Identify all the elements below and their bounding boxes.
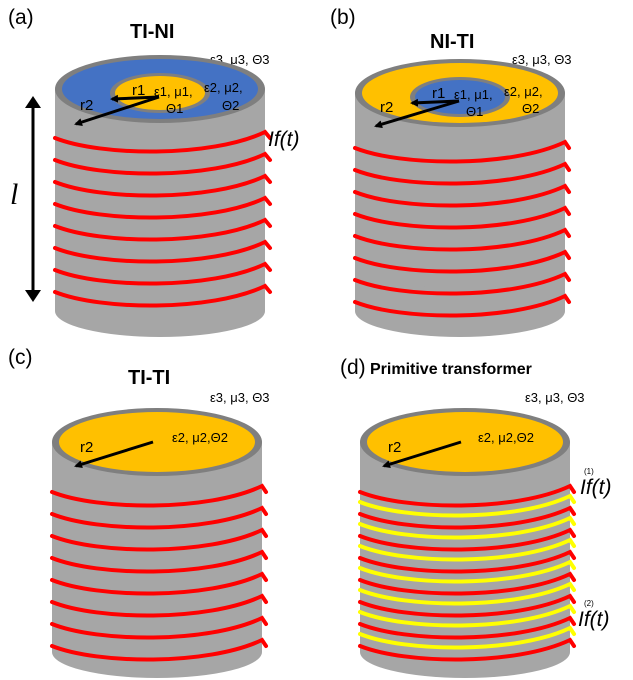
r2-arrow	[382, 440, 462, 469]
coil-turn	[353, 271, 571, 296]
panel-b-label: (b)	[330, 6, 356, 29]
r1-label: r1	[132, 82, 145, 99]
r1-arrow	[410, 98, 460, 107]
region-1-params-line2: Θ1	[466, 104, 483, 119]
coil-turn	[53, 151, 272, 176]
r2-label: r2	[388, 439, 401, 456]
coil-turn	[353, 293, 571, 318]
r2-label: r2	[380, 99, 393, 116]
region-2-params-line1: ε2, μ2,	[204, 80, 243, 95]
coil-turn	[353, 161, 571, 186]
panel-d-label: (d)	[340, 356, 366, 379]
region-2-params-line1: ε2, μ2,	[504, 84, 543, 99]
region-2-params-line2: Θ2	[522, 101, 539, 116]
panel-d-outer-params: ε3, μ3, Θ3	[525, 390, 585, 405]
region-1-params-line1: ε1, μ1,	[454, 87, 493, 102]
primary-coil-turn	[358, 637, 576, 662]
region-2-params: ε2, μ2,Θ2	[478, 430, 534, 445]
coil-turn	[50, 615, 268, 640]
secondary-coil-turn	[358, 603, 576, 628]
coil-turn	[50, 571, 268, 596]
coil-turn	[50, 637, 268, 662]
region-2-params: ε2, μ2,Θ2	[172, 430, 228, 445]
panel-c-coil	[50, 483, 268, 662]
coil-turn	[53, 129, 272, 154]
coil-turn	[353, 139, 571, 164]
coil-turn	[353, 183, 571, 208]
coil-turn	[53, 261, 272, 286]
r1-label: r1	[432, 85, 445, 102]
secondary-coil-turn	[358, 581, 576, 606]
current-1-label: If(t)	[580, 476, 612, 499]
r1-arrow	[110, 94, 160, 103]
cylinder-bottom	[52, 626, 262, 678]
coil-turn	[353, 227, 571, 252]
region-1-params-line2: Θ1	[166, 101, 183, 116]
coil-turn	[50, 483, 268, 508]
cylinder-bottom	[360, 626, 570, 678]
current-label: If(t)	[268, 128, 300, 151]
panel-a: (a) TI-NI ε3, μ3, Θ3 r2 r1 ε1, μ1, Θ1 ε2	[8, 6, 300, 337]
panel-a-title: TI-NI	[130, 21, 174, 43]
primary-coil-turn	[358, 505, 576, 530]
region-1-params-line1: ε1, μ1,	[154, 84, 193, 99]
cylinder-bottom	[55, 285, 265, 337]
coil-turn	[50, 527, 268, 552]
panel-b-title: NI-TI	[430, 31, 474, 53]
coil-turn	[53, 217, 272, 242]
secondary-coil-turn	[358, 537, 576, 562]
panel-b-coil	[353, 139, 571, 318]
primary-coil-turn	[358, 571, 576, 596]
primary-coil-turn	[358, 549, 576, 574]
panel-a-label: (a)	[8, 6, 34, 29]
secondary-coil-turn	[358, 515, 576, 540]
panel-c-title: TI-TI	[128, 367, 170, 389]
coil-turn	[353, 205, 571, 230]
coil-turn	[353, 249, 571, 274]
length-label: l	[10, 178, 18, 211]
panel-c-label: (c)	[8, 346, 33, 369]
panel-b: (b) NI-TI ε3, μ3, Θ3 r2 r1 ε1, μ1, Θ1 ε2	[330, 6, 572, 337]
coil-turn	[50, 549, 268, 574]
panel-d-title: Primitive transformer	[370, 361, 532, 378]
region-1-disk	[415, 80, 505, 114]
cylinder-bottom	[355, 285, 565, 337]
current-2-label: If(t)	[578, 608, 610, 631]
primary-coil-turn	[358, 615, 576, 640]
length-arrow-head-top	[25, 96, 41, 108]
primary-coil-turn	[358, 593, 576, 618]
r2-arrow	[74, 95, 160, 126]
primary-coil-turn	[358, 483, 576, 508]
r2-arrow	[74, 440, 154, 469]
primary-coil-turn	[358, 527, 576, 552]
r2-arrow	[374, 99, 460, 129]
panel-d-coil-secondary	[358, 493, 576, 650]
r2-label: r2	[80, 439, 93, 456]
region-2-params-line2: Θ2	[222, 98, 239, 113]
panel-c-outer-params: ε3, μ3, Θ3	[210, 390, 270, 405]
panel-d-coil-primary	[358, 483, 576, 662]
current-2-superscript: (2)	[584, 599, 594, 608]
panel-c: (c) TI-TI ε3, μ3, Θ3 r2 ε2, μ2,Θ2	[8, 346, 270, 678]
panel-a-coil	[53, 129, 272, 308]
secondary-coil-turn	[358, 493, 576, 518]
coil-turn	[50, 505, 268, 530]
panel-b-outer-params: ε3, μ3, Θ3	[512, 52, 572, 67]
coil-turn	[53, 173, 272, 198]
coil-turn	[53, 283, 272, 308]
secondary-coil-turn	[358, 559, 576, 584]
secondary-coil-turn	[358, 625, 576, 650]
current-1-superscript: (1)	[584, 467, 594, 476]
coil-turn	[53, 195, 272, 220]
coil-turn	[50, 593, 268, 618]
panel-d: (d) Primitive transformer ε3, μ3, Θ3	[340, 356, 612, 678]
region-1-disk	[115, 76, 205, 110]
coil-turn	[53, 239, 272, 264]
r2-label: r2	[80, 97, 93, 114]
length-arrow-head-bottom	[25, 290, 41, 302]
